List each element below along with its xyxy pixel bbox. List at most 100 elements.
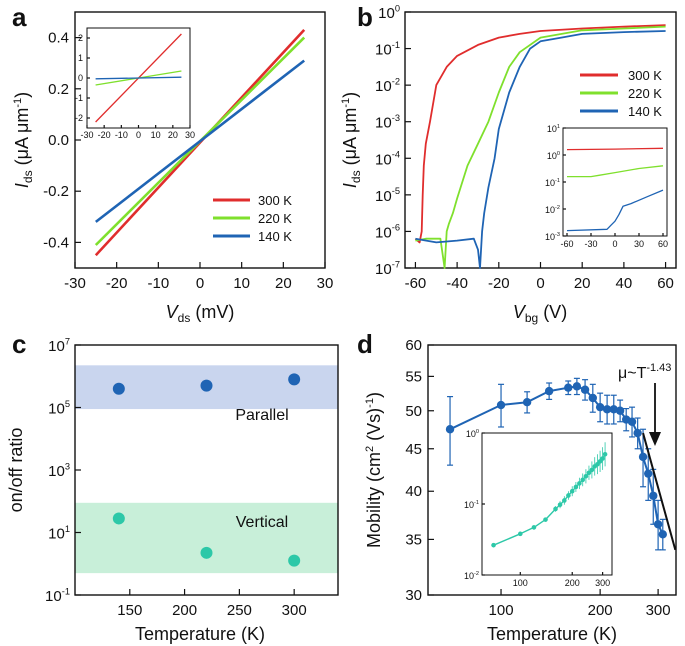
- panel-d-point: [544, 386, 554, 396]
- panel-d-annotation: μ~T-1.43: [618, 362, 671, 382]
- panel-d-inset-xtick-label: 300: [595, 578, 610, 588]
- panel-b-inset-line: [566, 147, 664, 151]
- panel-a-ytick-label: -0.2: [43, 183, 69, 200]
- panel-c-point: [200, 546, 213, 559]
- panel-c-point: [288, 554, 301, 567]
- panel-a-legend-label: 300 K: [258, 193, 292, 208]
- panel-d-point: [638, 452, 648, 462]
- panel-b-inset-ytick-label: 10-1: [545, 178, 560, 188]
- panel-b-inset-ytick-label: 100: [547, 151, 560, 161]
- panel-a-inset-ytick-label: 1: [78, 53, 83, 63]
- panel-a-inset-xtick-label: 0: [136, 130, 141, 140]
- panel-d-inset-point: [583, 474, 589, 479]
- panel-a-inset-ytick-label: -2: [75, 113, 83, 123]
- panel-d-inset-point: [566, 493, 571, 498]
- panel-d-inset-point: [562, 498, 567, 503]
- panel-c-ytick-label: 105: [48, 399, 70, 418]
- panel-a-inset-ytick-label: -1: [75, 93, 83, 103]
- panel-c-point: [112, 512, 125, 525]
- panel-b-xlabel: Vbg (V): [513, 302, 567, 325]
- panel-b-xtick-label: 40: [616, 275, 633, 292]
- panel-a-ytick-label: -0.4: [43, 234, 69, 251]
- panel-d-inset-point: [557, 502, 563, 508]
- panel-b-inset-ytick-label: 10-3: [545, 232, 560, 242]
- panel-d-inset-point: [569, 488, 575, 494]
- panel-d-ytick-label: 55: [405, 368, 422, 385]
- panel-b-ytick-label: 100: [378, 3, 400, 22]
- panel-d-point: [522, 398, 532, 407]
- panel-a-inset-xtick-label: 30: [185, 130, 195, 140]
- panel-a-inset-xtick-label: -30: [80, 130, 93, 140]
- panel-d-inset-xtick-label: 100: [513, 578, 528, 588]
- panel-d-point: [496, 400, 506, 410]
- panel-b-xtick-label: 60: [657, 275, 674, 292]
- panel-d-inset-point: [589, 467, 595, 473]
- panel-a-inset-ytick-label: 0: [78, 73, 83, 83]
- panel-d-ytick-label: 45: [405, 441, 422, 458]
- panel-c-ytick-label: 103: [48, 461, 70, 480]
- panel-b-inset-line: [566, 189, 664, 232]
- panel-c-ytick-label: 10-1: [45, 586, 70, 605]
- panel-d-inset-point: [543, 517, 548, 522]
- panel-c-point: [112, 382, 125, 395]
- panel-a-inset-line: [95, 76, 182, 80]
- panel-b-inset-frame: [562, 127, 668, 237]
- panel-d-inset-point: [531, 525, 537, 530]
- panel-a-ytick-label: 0.4: [48, 30, 69, 47]
- panel-d-inset-ytick-label: 10-1: [464, 500, 479, 510]
- panel-d-inset-point: [517, 531, 523, 537]
- panel-c-ylabel: on/off ratio: [6, 428, 26, 513]
- panel-d-fit-line: [642, 432, 677, 551]
- panel-a-ylabel: Ids (μA μm-1): [12, 92, 35, 188]
- panel-b-xtick-label: 20: [574, 275, 591, 292]
- panel-a-xtick-label: 20: [275, 275, 292, 292]
- panel-b-inset-xtick-label: 0: [612, 239, 617, 249]
- panel-label-c: c: [12, 329, 26, 359]
- panel-d-point: [445, 425, 455, 434]
- panel-d-xlabel: Temperature (K): [487, 624, 617, 644]
- panel-d-ylabel: Mobility (cm2 (Vs)-1): [364, 392, 384, 548]
- panel-d-point: [633, 428, 642, 438]
- panel-d-point: [602, 405, 612, 414]
- panel-c-band-label-parallel: Parallel: [235, 407, 288, 424]
- panel-d-point: [595, 402, 605, 412]
- panel-c-xtick-label: 250: [227, 602, 252, 619]
- panel-label-a: a: [12, 2, 27, 32]
- panel-b-ytick-label: 10-5: [375, 186, 400, 205]
- panel-d-arrow-head: [649, 432, 661, 446]
- panel-b-inset-ytick-label: 101: [547, 124, 560, 134]
- panel-c-xlabel: Temperature (K): [135, 624, 265, 644]
- panel-c-point: [288, 373, 301, 386]
- panel-d-point: [644, 469, 653, 478]
- panel-a-xtick-label: 30: [317, 275, 334, 292]
- panel-b-legend-label: 220 K: [628, 86, 662, 101]
- panel-a-inset-xtick-label: 20: [168, 130, 178, 140]
- panel-b-inset-xtick-label: -30: [584, 239, 597, 249]
- panel-b-ytick-label: 10-4: [375, 150, 400, 169]
- panel-c-ytick-label: 101: [48, 524, 70, 543]
- panel-d-inset-xtick-label: 200: [565, 578, 580, 588]
- panel-d-ytick-label: 50: [405, 403, 422, 420]
- panel-b-series-line: [415, 30, 666, 269]
- panel-a-xtick-label: 0: [196, 275, 204, 292]
- panel-b-ylabel: Ids (μA μm-1): [340, 92, 363, 188]
- panel-c-point: [200, 379, 213, 392]
- panel-d-ytick-label: 60: [405, 337, 422, 354]
- panel-a-xtick-label: 10: [233, 275, 250, 292]
- panel-d-inset-ytick-label: 100: [466, 429, 479, 439]
- panel-d-inset-point: [602, 452, 608, 457]
- panel-d-ytick-label: 30: [405, 587, 422, 604]
- panel-b-ytick-label: 10-2: [375, 76, 400, 95]
- panel-a-inset-xtick-label: -20: [98, 130, 111, 140]
- panel-a-xlabel: Vds (mV): [166, 302, 235, 325]
- panel-b-inset-xtick-label: -60: [560, 239, 573, 249]
- panel-d-ytick-label: 40: [405, 483, 422, 500]
- panel-b-series-line: [415, 25, 666, 269]
- panel-a-ytick-label: 0.2: [48, 81, 69, 98]
- panel-b-ytick-label: 10-6: [375, 223, 400, 242]
- panel-b-legend-label: 300 K: [628, 68, 662, 83]
- panel-b-ytick-label: 10-1: [375, 40, 400, 59]
- panel-b-legend-label: 140 K: [628, 104, 662, 119]
- panel-b-ytick-label: 10-3: [375, 113, 400, 132]
